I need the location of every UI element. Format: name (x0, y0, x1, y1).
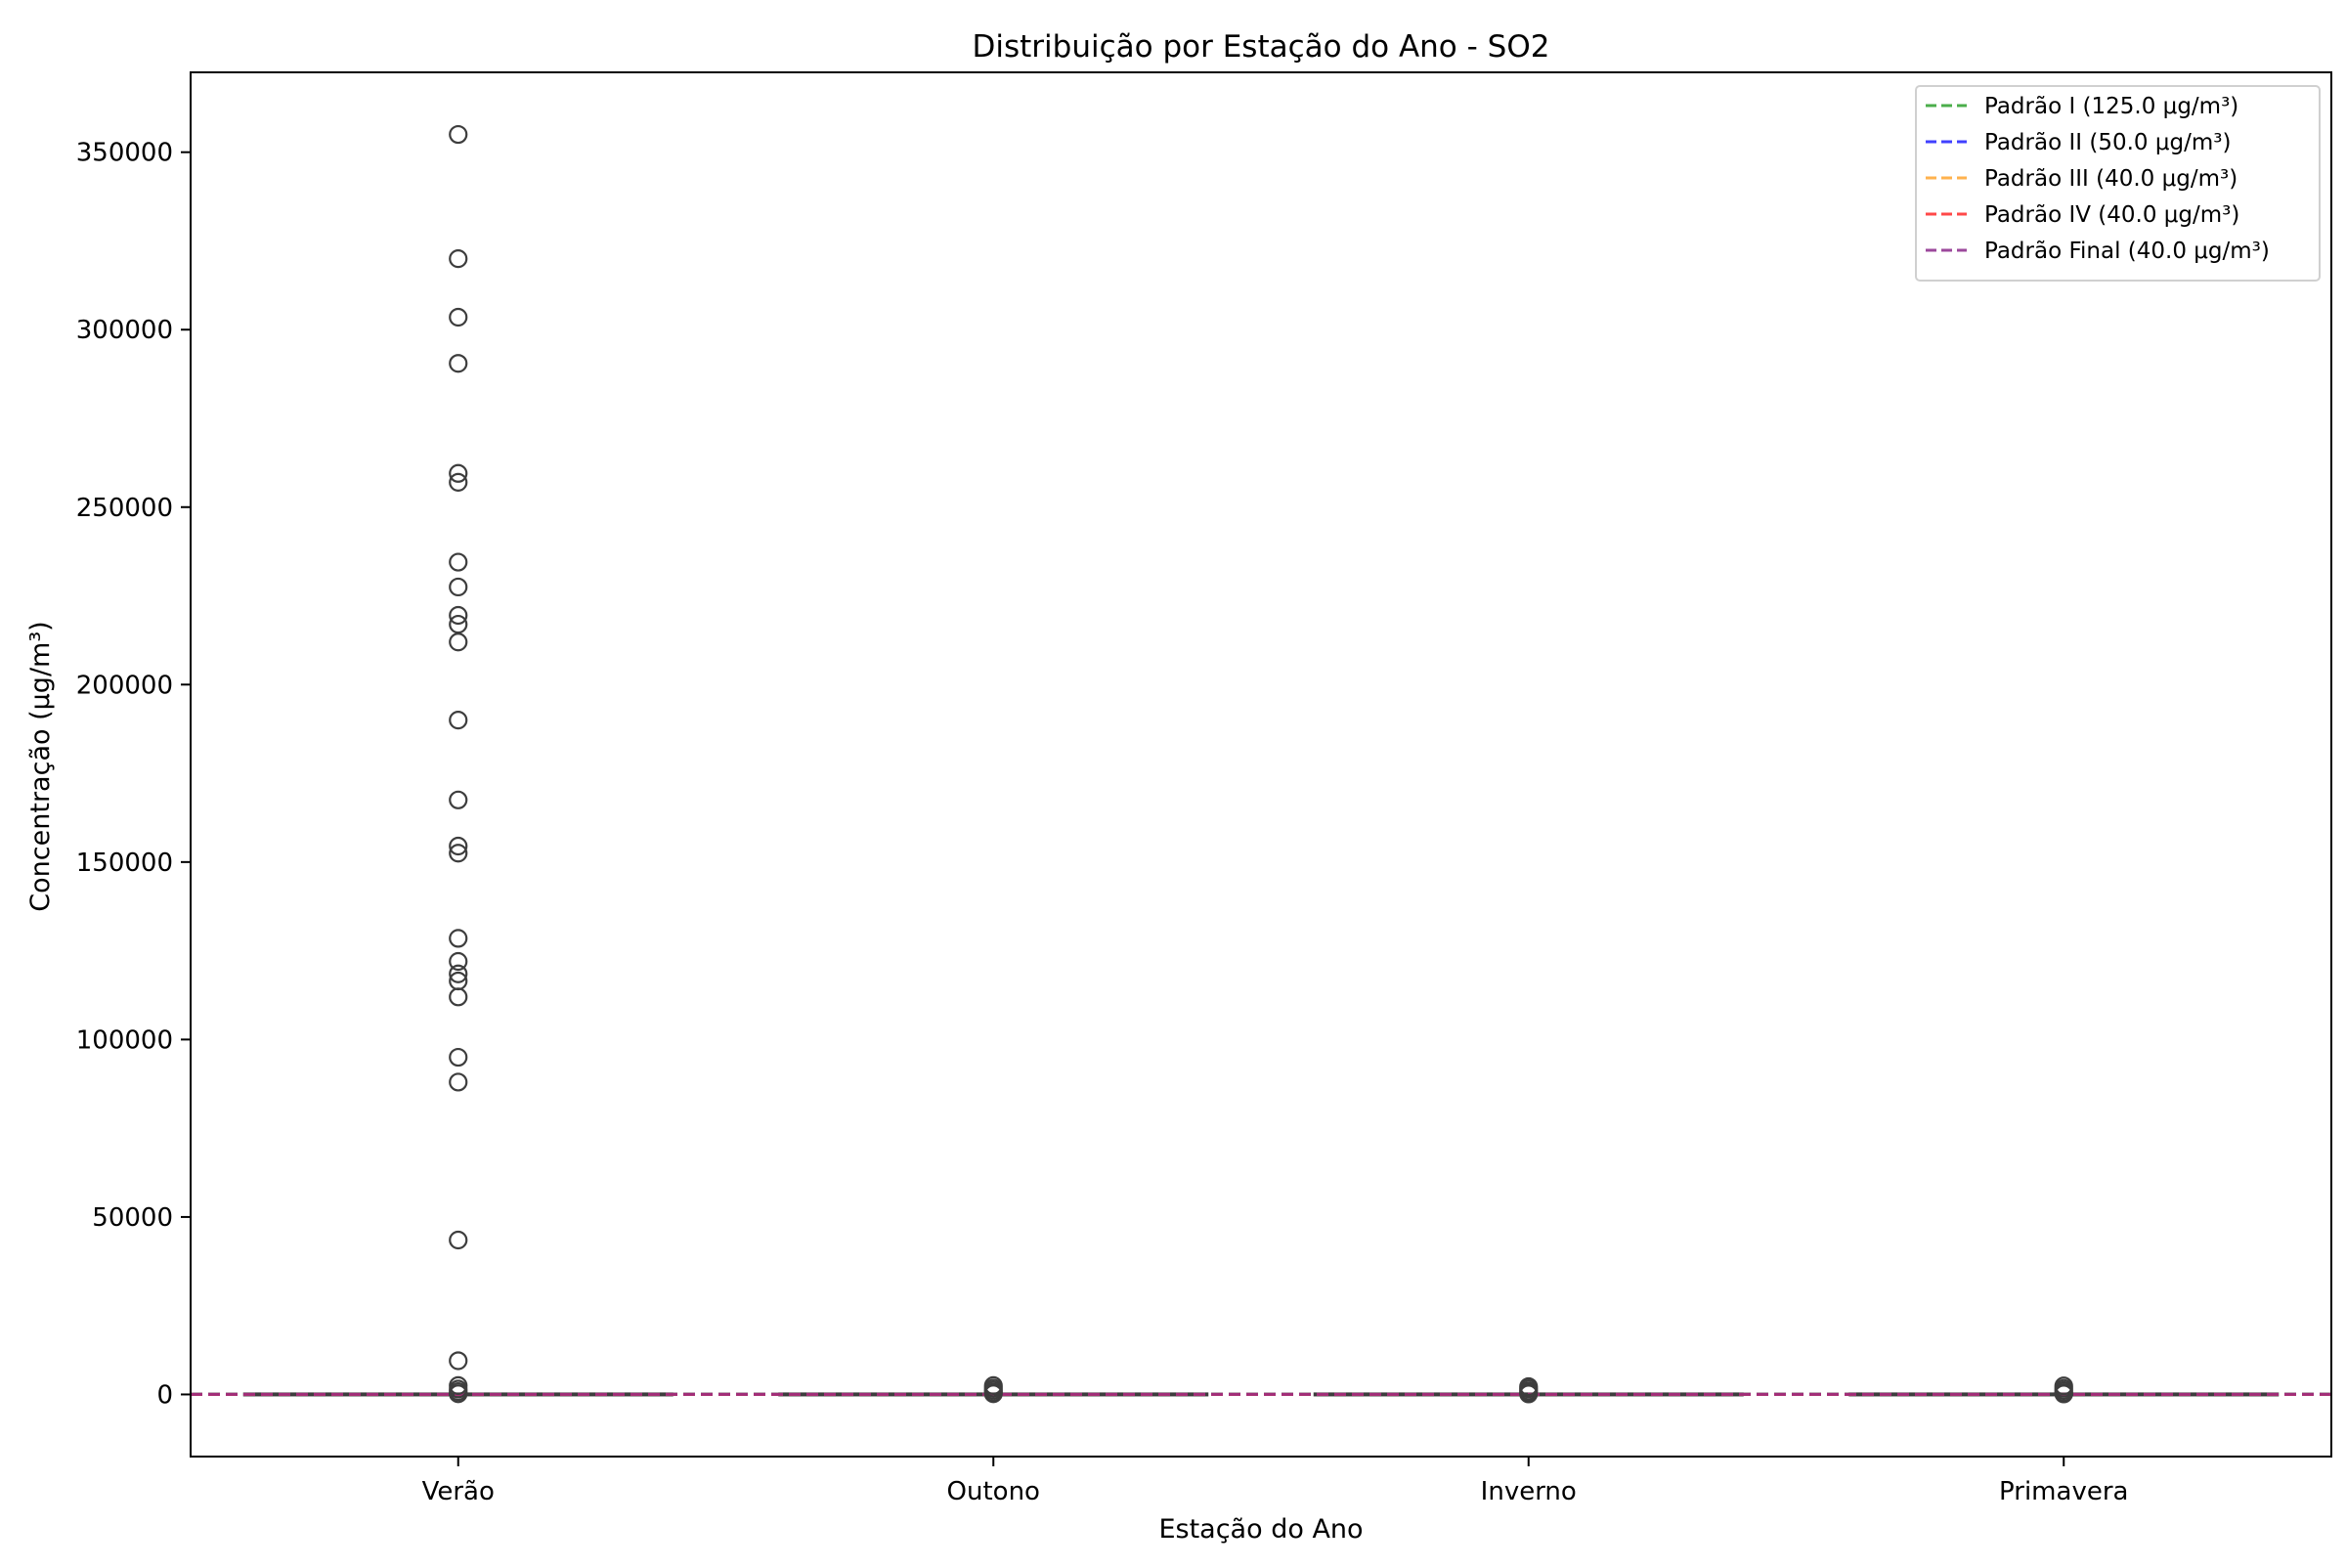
legend-label-0: Padrão I (125.0 μg/m³) (1984, 94, 2238, 119)
legend-label-2: Padrão III (40.0 μg/m³) (1984, 166, 2237, 192)
outlier-point-0-12 (449, 790, 468, 809)
outlier-point-0-19 (449, 987, 468, 1007)
outlier-point-0-8 (449, 605, 468, 626)
x-tick-label-3: Primavera (1999, 1477, 2128, 1506)
x-tick-label-2: Inverno (1481, 1477, 1577, 1506)
y-tick-label-150000: 150000 (76, 849, 173, 878)
plot-frame (190, 71, 2332, 1458)
outlier-point-0-22 (449, 1230, 468, 1250)
outlier-point-0-9 (449, 614, 468, 634)
chart-title: Distribuição por Estação do Ano - SO2 (973, 29, 1550, 65)
y-tick-label-50000: 50000 (92, 1203, 173, 1233)
outlier-point-0-15 (449, 929, 468, 948)
outlier-point-0-7 (449, 577, 468, 597)
outlier-point-2-4 (1519, 1384, 1539, 1404)
legend-box (1915, 85, 2321, 282)
outlier-point-0-16 (449, 951, 468, 972)
outlier-point-0-1 (449, 249, 468, 269)
outlier-point-0-14 (449, 844, 468, 863)
outlier-point-0-11 (449, 711, 468, 730)
outlier-point-0-10 (449, 632, 468, 652)
outlier-point-0-27 (449, 1384, 468, 1404)
outlier-point-3-4 (2054, 1384, 2073, 1404)
outlier-point-0-3 (449, 354, 468, 373)
x-tick-label-1: Outono (947, 1477, 1040, 1506)
outlier-point-0-23 (449, 1351, 468, 1371)
y-tick-label-200000: 200000 (76, 671, 173, 700)
outlier-point-0-2 (449, 307, 468, 327)
outlier-point-0-5 (449, 472, 468, 492)
legend-label-4: Padrão Final (40.0 μg/m³) (1984, 239, 2270, 264)
outlier-point-0-6 (449, 552, 468, 572)
outlier-point-0-4 (449, 463, 468, 483)
y-tick-label-100000: 100000 (76, 1025, 173, 1055)
outlier-point-0-20 (449, 1047, 468, 1067)
y-tick-label-0: 0 (156, 1380, 173, 1410)
y-axis-label: Concentração (μg/m³) (25, 621, 56, 911)
y-tick-label-350000: 350000 (76, 139, 173, 168)
legend: Padrão I (125.0 μg/m³) Padrão II (50.0 μg… (1915, 85, 2321, 282)
outlier-point-0-21 (449, 1072, 468, 1092)
outlier-point-1-4 (983, 1384, 1003, 1404)
legend-label-1: Padrão II (50.0 μg/m³) (1984, 130, 2231, 155)
outlier-point-0-13 (449, 836, 468, 856)
x-tick-label-0: Verão (422, 1477, 495, 1506)
y-tick-label-300000: 300000 (76, 316, 173, 345)
legend-label-3: Padrão IV (40.0 μg/m³) (1984, 202, 2239, 228)
x-axis-label: Estação do Ano (1158, 1514, 1363, 1545)
outlier-point-0-0 (449, 124, 468, 145)
y-tick-label-250000: 250000 (76, 494, 173, 523)
plot-marks (191, 124, 2331, 1404)
outlier-point-0-17 (449, 964, 468, 983)
